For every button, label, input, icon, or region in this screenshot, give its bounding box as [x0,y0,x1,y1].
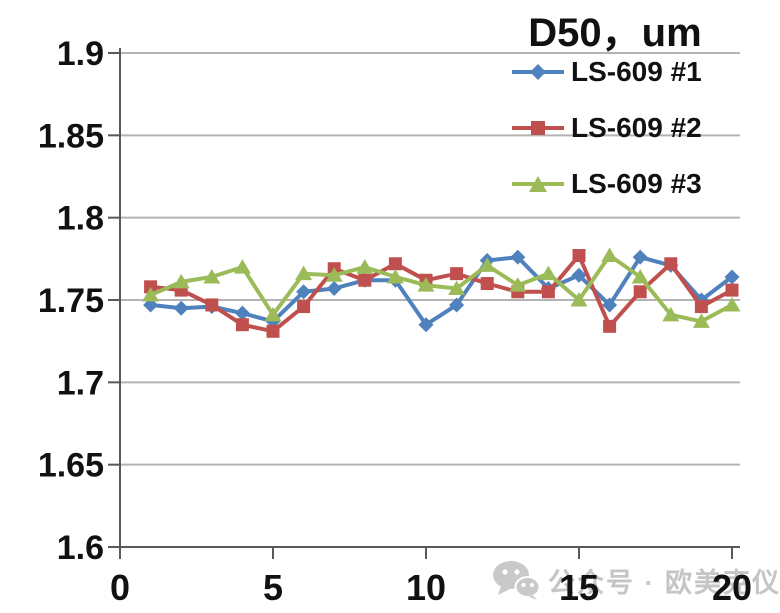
legend-label: LS-609 #1 [571,56,702,87]
legend-marker-square-icon [512,121,564,135]
data-point-marker [296,284,312,300]
legend-label: LS-609 #2 [571,112,702,143]
data-point-marker [664,257,678,271]
y-tick-label: 1.65 [38,447,104,485]
data-point-marker [144,280,158,294]
data-point-marker [478,257,496,272]
watermark: 公众号 · 欧美克仪器 [492,560,780,600]
data-point-marker [631,268,649,284]
data-point-marker [723,296,741,312]
y-tick-label: 1.6 [57,529,104,567]
data-point-marker [172,273,190,289]
data-point-marker [295,265,313,281]
data-point-marker [448,280,466,295]
data-point-marker [450,267,464,281]
data-point-marker [419,273,433,287]
data-point-marker [357,272,373,288]
data-point-marker [174,283,188,297]
x-tick-label: 10 [406,567,446,608]
data-point-marker [265,313,281,329]
data-point-marker [694,300,708,314]
legend-item: LS-609 #1 [512,53,702,91]
data-point-marker [297,300,311,314]
data-point-marker [205,298,219,312]
data-point-marker [603,319,617,333]
data-point-marker [663,257,679,273]
data-point-marker [234,305,250,321]
data-point-marker [509,277,527,292]
chart-title: D50，um [528,11,702,55]
data-point-marker [570,292,588,307]
legend-item: LS-609 #2 [512,109,702,147]
data-point-marker [633,285,647,299]
data-point-marker [449,297,465,313]
legend-marker-diamond-icon [512,64,564,80]
data-point-marker [418,317,434,333]
series-line-2 [148,253,734,334]
data-point-marker [725,283,739,297]
data-point-marker [511,285,525,299]
data-point-marker [539,265,557,281]
data-point-marker [540,280,556,296]
data-point-marker [203,268,221,284]
data-point-marker [233,259,251,274]
data-point-marker [388,257,402,271]
data-point-marker [601,247,619,263]
legend: LS-609 #1 LS-609 #2 LS-609 #3 [512,53,702,221]
x-tick-label: 0 [110,567,130,608]
data-point-marker [480,277,494,291]
data-point-marker [571,267,587,283]
data-point-marker [358,273,372,287]
data-point-marker [693,292,709,308]
y-tick-label: 1.8 [57,200,104,238]
y-tick-label: 1.85 [38,117,104,155]
data-point-marker [386,268,404,284]
data-point-marker [662,306,680,322]
data-point-marker [632,249,648,265]
data-point-marker [541,285,555,299]
data-point-marker [143,297,159,313]
data-point-marker [387,272,403,288]
series-line-3 [148,253,734,324]
legend-label: LS-609 #3 [571,168,702,199]
data-point-marker [417,277,435,292]
data-point-marker [266,324,280,338]
data-point-marker [235,318,249,332]
data-point-marker [724,269,740,285]
series-line-1 [148,255,734,327]
data-point-marker [479,252,495,268]
data-point-marker [326,280,342,296]
data-point-marker [173,300,189,316]
data-point-marker [602,297,618,313]
data-point-marker [204,299,220,315]
data-point-marker [692,313,710,328]
data-point-marker [356,259,374,274]
data-point-marker [264,306,282,322]
x-tick-label: 5 [263,567,283,608]
y-tick-label: 1.9 [57,35,104,73]
data-point-marker [572,249,586,263]
data-point-marker [327,262,341,276]
y-tick-label: 1.75 [38,282,104,320]
legend-marker-triangle-icon [512,176,564,192]
data-point-marker [142,287,160,302]
wechat-icon [493,561,540,600]
data-point-marker [325,267,343,282]
data-point-marker [510,249,526,265]
watermark-text: 公众号 · 欧美克仪器 [548,567,780,598]
legend-item: LS-609 #3 [512,165,702,203]
y-tick-label: 1.7 [57,364,104,402]
